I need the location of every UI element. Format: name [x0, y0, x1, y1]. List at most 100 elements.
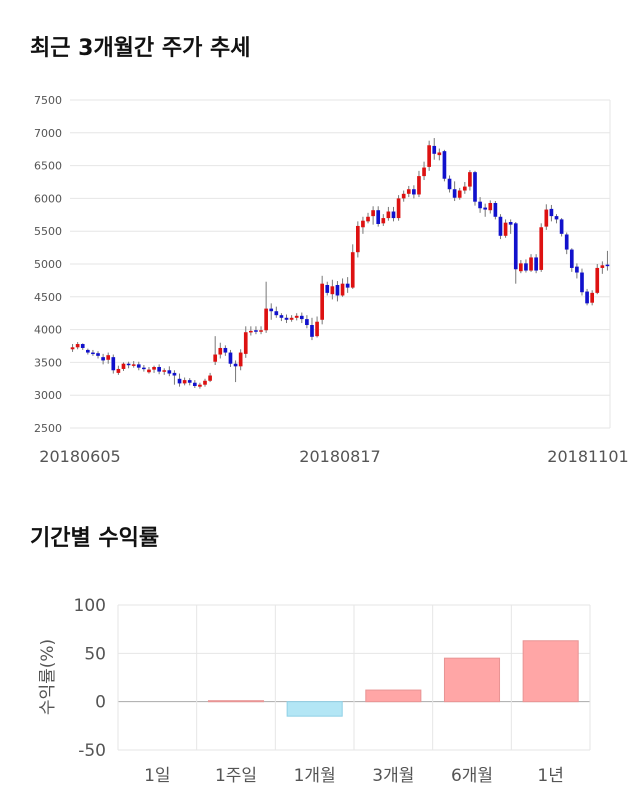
candle-up: [422, 167, 426, 177]
candle-up: [396, 198, 401, 219]
candle-up: [590, 292, 595, 303]
candle-up: [371, 210, 375, 217]
candle-down: [310, 325, 314, 337]
candle-up: [182, 380, 187, 384]
candle-up: [386, 211, 391, 219]
candle-up: [320, 283, 325, 320]
date-x-tick-label: 20180605: [39, 447, 120, 466]
candle-up: [503, 222, 508, 236]
candle-down: [580, 272, 584, 293]
candle-down: [279, 315, 284, 318]
price-y-tick-label: 2500: [34, 422, 62, 435]
candle-up: [198, 384, 202, 387]
candle-down: [177, 378, 182, 384]
candle-down: [274, 311, 279, 316]
candle-up: [437, 152, 442, 156]
candle-down: [524, 263, 528, 271]
candle-up: [203, 380, 207, 385]
return-y-tick-label: 0: [95, 693, 106, 713]
candle-down: [432, 145, 437, 154]
candle-up: [600, 265, 605, 268]
candle-down: [483, 207, 488, 210]
candle-down: [101, 357, 105, 361]
price-y-tick-label: 3000: [34, 389, 62, 402]
candle-down: [111, 357, 116, 371]
candle-down: [187, 380, 192, 383]
candle-down: [549, 208, 554, 217]
candle-up: [131, 364, 136, 366]
candle-down: [233, 363, 238, 367]
price-y-tick-label: 4500: [34, 291, 62, 304]
candle-up: [249, 330, 253, 333]
date-x-tick-label: 20181101: [547, 447, 628, 466]
candle-up: [213, 354, 218, 362]
candle-up: [289, 317, 294, 320]
candle-down: [85, 349, 90, 353]
candle-up: [294, 315, 299, 318]
return-y-tick-label: -50: [78, 741, 106, 761]
period-category-label: 3개월: [372, 766, 414, 786]
candle-down: [325, 284, 330, 293]
candle-down: [91, 352, 95, 355]
candle-down: [136, 364, 141, 368]
candle-up: [468, 172, 472, 187]
period-category-label: 1년: [537, 766, 563, 786]
candle-up: [243, 332, 248, 354]
candle-down: [305, 319, 309, 326]
candle-up: [381, 218, 386, 224]
candle-down: [228, 352, 233, 364]
candle-down: [80, 344, 85, 348]
candle-up: [315, 321, 319, 337]
candle-up: [595, 267, 600, 293]
candle-down: [473, 172, 477, 202]
candle-down: [269, 308, 274, 312]
candle-down: [376, 210, 381, 224]
candle-up: [350, 252, 355, 288]
candle-up: [75, 344, 80, 348]
candle-down: [554, 216, 559, 220]
return-y-axis-label: 수익률(%): [38, 639, 58, 715]
period-return-title: 기간별 수익률: [30, 526, 160, 551]
candle-up: [366, 216, 370, 222]
candle-up: [401, 193, 406, 199]
return-bar: [207, 700, 265, 703]
candle-up: [417, 176, 421, 195]
candle-down: [478, 201, 482, 209]
candle-up: [330, 286, 335, 295]
period-category-label: 1일: [144, 766, 170, 786]
candle-up: [162, 370, 167, 372]
price-y-tick-label: 7500: [34, 94, 62, 107]
price-y-tick-label: 7000: [34, 127, 62, 140]
candle-up: [208, 375, 212, 381]
candle-up: [106, 355, 111, 360]
candle-down: [513, 223, 518, 270]
candle-down: [442, 151, 447, 179]
candle-up: [238, 352, 243, 367]
candle-up: [529, 257, 533, 271]
candle-down: [192, 382, 197, 387]
candle-down: [335, 284, 340, 296]
period-category-label: 6개월: [451, 766, 493, 786]
return-bar: [286, 701, 343, 717]
candle-up: [488, 202, 493, 211]
candle-down: [605, 264, 610, 267]
candle-up: [259, 330, 263, 332]
candle-up: [462, 186, 467, 191]
candle-down: [172, 372, 177, 376]
candle-down: [223, 347, 228, 353]
candle-down: [559, 219, 564, 234]
candle-down: [299, 315, 304, 320]
candle-down: [254, 330, 258, 332]
candle-up: [147, 369, 151, 373]
candle-down: [493, 202, 498, 217]
candle-down: [167, 370, 172, 374]
candle-down: [569, 249, 574, 268]
candle-up: [355, 225, 360, 253]
candle-up: [152, 366, 156, 370]
price-y-tick-label: 4000: [34, 324, 62, 337]
period-category-label: 1주일: [215, 766, 257, 786]
candle-down: [508, 222, 513, 225]
candle-up: [457, 190, 462, 198]
